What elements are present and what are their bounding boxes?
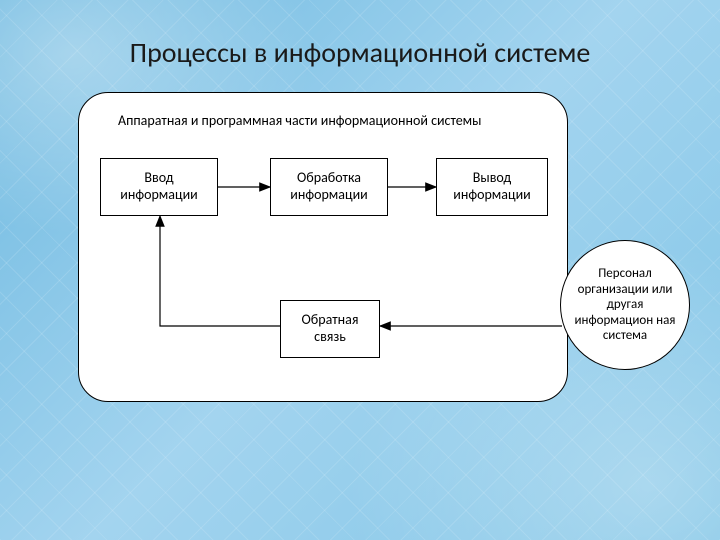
slide-title: Процессы в информационной системе: [0, 35, 720, 70]
node-input-label: Ввод информации: [105, 170, 213, 204]
node-feedback: Обратная связь: [280, 300, 380, 358]
container-label: Аппаратная и программная части информаци…: [118, 112, 481, 129]
node-feedback-label: Обратная связь: [285, 312, 375, 346]
node-process: Обработка информации: [270, 158, 388, 216]
node-output-label: Вывод информации: [441, 170, 543, 204]
node-process-label: Обработка информации: [275, 170, 383, 204]
node-input: Ввод информации: [100, 158, 218, 216]
node-output: Вывод информации: [436, 158, 548, 216]
node-personnel-label: Персонал организации или другая информац…: [569, 266, 681, 344]
node-personnel: Персонал организации или другая информац…: [560, 240, 690, 370]
